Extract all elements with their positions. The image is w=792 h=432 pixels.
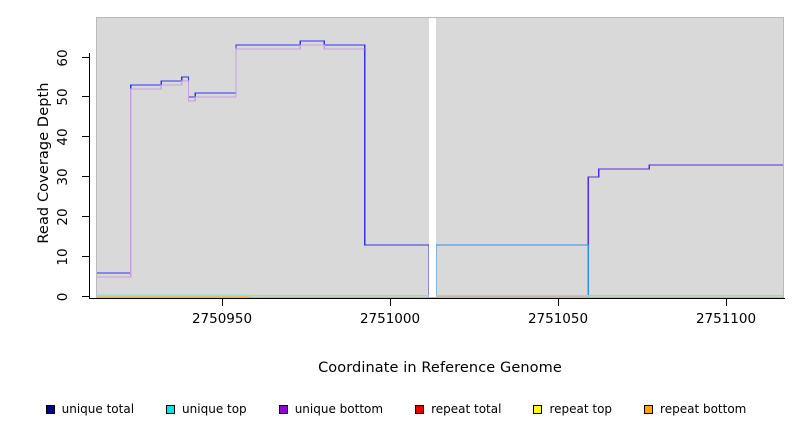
x-tick-label-2751050: 2751050: [527, 311, 589, 327]
legend-swatch-icon: [415, 404, 425, 414]
legend-swatch-icon: [278, 404, 288, 414]
y-tick-label-50: 50: [55, 88, 71, 106]
chart-legend: unique total unique top unique bottom repea…: [0, 398, 792, 420]
legend-item: unique top: [150, 402, 263, 416]
y-tick-label-30: 30: [55, 168, 71, 186]
x-tick-label-2751000: 2751000: [359, 311, 421, 327]
x-tick-label-2750950: 2750950: [191, 311, 253, 327]
x-tick-label-2751100: 2751100: [695, 311, 757, 327]
y-tick-label-40: 40: [55, 128, 71, 146]
y-axis-line: [89, 53, 90, 299]
y-tick-mark-20: [82, 216, 89, 217]
legend-swatch-icon: [644, 404, 654, 414]
legend-item: unique total: [30, 402, 150, 416]
series-line: [435, 164, 783, 297]
x-axis-line: [89, 298, 785, 299]
legend-label: unique bottom: [294, 402, 384, 416]
plot-area: [97, 18, 783, 297]
x-tick-mark-2751050: [558, 299, 559, 306]
legend-label: unique total: [61, 402, 135, 416]
legend-item: repeat total: [399, 402, 517, 416]
series-line: [435, 244, 590, 297]
legend-item: unique bottom: [263, 402, 399, 416]
y-tick-mark-0: [82, 296, 89, 297]
legend-swatch-icon: [166, 404, 176, 414]
y-tick-label-10: 10: [55, 248, 71, 266]
y-tick-mark-50: [82, 96, 89, 97]
data-gap-band: [429, 18, 436, 297]
legend-label: repeat top: [549, 402, 613, 416]
x-tick-mark-2751100: [726, 299, 727, 306]
y-axis-title: Read Coverage Depth: [36, 82, 52, 244]
x-tick-mark-2750950: [222, 299, 223, 306]
x-tick-mark-2751000: [390, 299, 391, 306]
legend-label: unique top: [182, 402, 247, 416]
legend-swatch-icon: [45, 404, 55, 414]
y-tick-mark-60: [82, 57, 89, 58]
series-line: [97, 44, 365, 278]
legend-item: repeat bottom: [628, 402, 762, 416]
legend-swatch-icon: [533, 404, 543, 414]
legend-label: repeat bottom: [660, 402, 747, 416]
plot-panel: [96, 17, 784, 298]
legend-item: repeat top: [517, 402, 628, 416]
y-tick-mark-30: [82, 176, 89, 177]
legend-label: repeat total: [431, 402, 502, 416]
y-tick-label-20: 20: [55, 208, 71, 226]
series-line: [97, 40, 430, 297]
y-tick-mark-10: [82, 256, 89, 257]
y-tick-label-0: 0: [55, 292, 71, 302]
x-axis-title: Coordinate in Reference Genome: [318, 360, 562, 376]
y-tick-label-60: 60: [55, 49, 71, 67]
y-tick-mark-40: [82, 136, 89, 137]
